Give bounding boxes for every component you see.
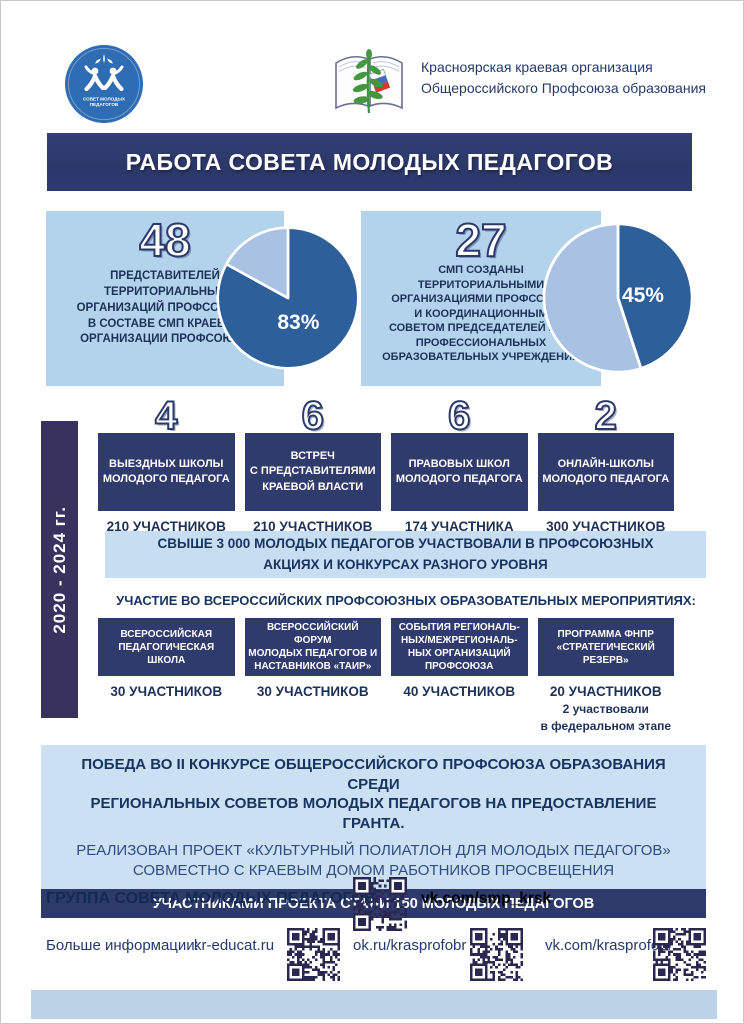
grant-project-text: РЕАЛИЗОВАН ПРОЕКТ «КУЛЬТУРНЫЙ ПОЛИАТЛОН … [76,842,671,879]
title-banner: РАБОТА СОВЕТА МОЛОДЫХ ПЕДАГОГОВ [47,133,692,191]
event-column: 2 ОНЛАЙН-ШКОЛЫ МОЛОДОГО ПЕДАГОГА 300 УЧА… [537,393,674,534]
qr-code-vk [653,928,706,981]
org-name: Красноярская краевая организация Общерос… [421,57,706,99]
svg-text:ПЕДАГОГОВ: ПЕДАГОГОВ [90,102,119,107]
qr-code-smp-group [353,877,407,931]
pie-1-label: 83% [277,311,320,335]
site-link[interactable]: kr-educat.ru [194,937,275,954]
event-2-number: 6 [301,393,325,439]
program-2-title: ВСЕРОССИЙСКИЙ ФОРУМ МОЛОДЫХ ПЕДАГОГОВ И … [244,618,381,676]
event-column: ВСЕРОССИЙСКИЙ ФОРУМ МОЛОДЫХ ПЕДАГОГОВ И … [244,618,381,736]
smp-group-link[interactable]: vk.com/smp_krsk [421,890,552,907]
program-4-note: 2 участвовали в федеральном этапе [540,702,672,734]
event-2-participants: 210 УЧАСТНИКОВ [253,519,373,534]
event-column: СОБЫТИЯ РЕГИОНАЛЬ- НЫХ/МЕЖРЕГИОНАЛЬ- НЫХ… [391,618,528,736]
event-1-participants: 210 УЧАСТНИКОВ [106,519,226,534]
grant-participants-text: УЧАСТНИКАМИ ПРОЕКТА СТАЛИ 150 МОЛОДЫХ ПЕ… [152,895,595,912]
bottom-strip [31,990,717,1019]
grant-box: ПОБЕДА ВО II КОНКУРСЕ ОБЩЕРОССИЙСКОГО ПР… [41,745,706,918]
program-4-participants: 20 УЧАСТНИКОВ [549,684,662,699]
qr-code-site [287,928,340,981]
group-label: ГРУППА СОВЕТА МОЛОДЫХ ПЕДАГОГОВ: [46,890,381,907]
participation-banner: СВЫШЕ 3 000 МОЛОДЫХ ПЕДАГОГОВ УЧАСТВОВАЛ… [105,531,706,578]
vk-link[interactable]: vk.com/krasprofobr [545,937,673,954]
ok-link[interactable]: ok.ru/krasprofobr [353,937,467,954]
page-title: РАБОТА СОВЕТА МОЛОДЫХ ПЕДАГОГОВ [125,148,614,175]
org-name-line2: Общероссийского Профсоюза образования [421,80,706,96]
events-row-2: ВСЕРОССИЙСКАЯ ПЕДАГОГИЧЕСКАЯ ШКОЛА 30 УЧ… [98,618,674,736]
event-4-participants: 300 УЧАСТНИКОВ [546,519,666,534]
event-1-number: 4 [154,393,178,439]
pie-chart-45: 45% [540,220,696,376]
program-3-participants: 40 УЧАСТНИКОВ [403,684,516,699]
event-4-title: ОНЛАЙН-ШКОЛЫ МОЛОДОГО ПЕДАГОГА [537,433,674,511]
event-column: 4 ВЫЕЗДНЫХ ШКОЛЫ МОЛОДОГО ПЕДАГОГА 210 У… [98,393,235,534]
program-2-participants: 30 УЧАСТНИКОВ [256,684,369,699]
pie-2-label: 45% [621,284,664,308]
more-info-label: Больше информации: [46,937,199,954]
org-name-line1: Красноярская краевая организация [421,59,653,75]
program-3-title: СОБЫТИЯ РЕГИОНАЛЬ- НЫХ/МЕЖРЕГИОНАЛЬ- НЫХ… [391,618,528,676]
event-column: 6 ВСТРЕЧ С ПРЕДСТАВИТЕЛЯМИ КРАЕВОЙ ВЛАСТ… [244,393,381,534]
events-row-1: 4 ВЫЕЗДНЫХ ШКОЛЫ МОЛОДОГО ПЕДАГОГА 210 У… [98,393,674,534]
event-1-title: ВЫЕЗДНЫХ ШКОЛЫ МОЛОДОГО ПЕДАГОГА [98,433,235,511]
stat-1-number: 48 [138,213,191,267]
svg-text:СОВЕТ МОЛОДЫХ: СОВЕТ МОЛОДЫХ [83,97,126,102]
event-column: 6 ПРАВОВЫХ ШКОЛ МОЛОДОГО ПЕДАГОГА 174 УЧ… [391,393,528,534]
program-1-title: ВСЕРОССИЙСКАЯ ПЕДАГОГИЧЕСКАЯ ШКОЛА [98,618,235,676]
union-book-logo-icon [331,45,407,123]
event-4-number: 2 [594,393,618,439]
qr-code-ok [470,928,523,981]
period-bar: 2020 - 2024 гг. [41,421,78,718]
period-label: 2020 - 2024 гг. [49,505,69,634]
stat-2-description: СМП СОЗДАНЫ ТЕРРИТОРИАЛЬНЫМИ ОРГАНИЗАЦИЯ… [382,264,580,364]
grant-participants-bar: УЧАСТНИКАМИ ПРОЕКТА СТАЛИ 150 МОЛОДЫХ ПЕ… [41,889,706,918]
event-3-number: 6 [447,393,471,439]
event-2-title: ВСТРЕЧ С ПРЕДСТАВИТЕЛЯМИ КРАЕВОЙ ВЛАСТИ [244,433,381,511]
pie-chart-83: 83% [214,224,362,372]
smp-council-logo-icon: СОВЕТ МОЛОДЫХ ПЕДАГОГОВ [63,43,145,125]
stat-2-number: 27 [454,213,507,267]
program-4-title: ПРОГРАММА ФНПР «СТРАТЕГИЧЕСКИЙ РЕЗЕРВ» [537,618,674,676]
event-column: ВСЕРОССИЙСКАЯ ПЕДАГОГИЧЕСКАЯ ШКОЛА 30 УЧ… [98,618,235,736]
event-3-participants: 174 УЧАСТНИКА [404,519,514,534]
event-3-title: ПРАВОВЫХ ШКОЛ МОЛОДОГО ПЕДАГОГА [391,433,528,511]
program-1-participants: 30 УЧАСТНИКОВ [110,684,223,699]
row2-heading: УЧАСТИЕ ВО ВСЕРОССИЙСКИХ ПРОФСОЮЗНЫХ ОБР… [116,593,696,608]
grant-victory-text: ПОБЕДА ВО II КОНКУРСЕ ОБЩЕРОССИЙСКОГО ПР… [81,756,666,832]
event-column: ПРОГРАММА ФНПР «СТРАТЕГИЧЕСКИЙ РЕЗЕРВ» 2… [537,618,674,736]
